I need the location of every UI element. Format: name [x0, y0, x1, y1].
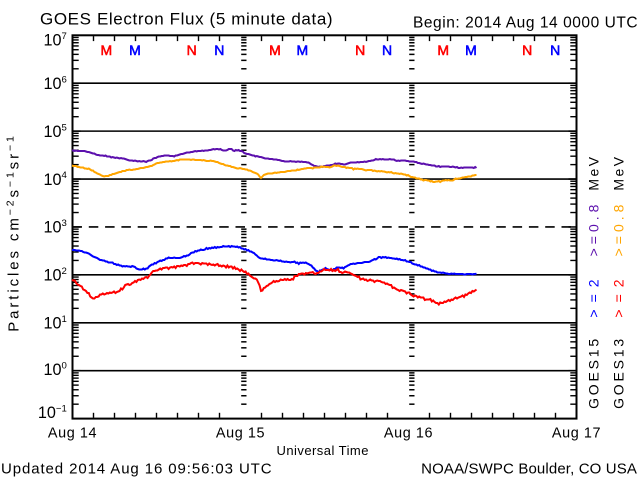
svg-text:MeV: MeV — [611, 154, 627, 190]
svg-text:M: M — [129, 42, 141, 58]
svg-text:M: M — [269, 42, 281, 58]
svg-text:103: 103 — [43, 218, 66, 237]
svg-text:Aug 16: Aug 16 — [384, 426, 433, 442]
svg-text:GOES15: GOES15 — [586, 336, 602, 409]
svg-text:N: N — [522, 42, 532, 58]
svg-text:106: 106 — [43, 74, 66, 93]
svg-text:NOAA/SWPC Boulder, CO USA: NOAA/SWPC Boulder, CO USA — [421, 461, 637, 478]
svg-text:Updated 2014 Aug 16 09:56:03 U: Updated 2014 Aug 16 09:56:03 UTC — [1, 461, 272, 478]
svg-text:GOES13: GOES13 — [611, 336, 627, 409]
svg-text:N: N — [187, 42, 197, 58]
svg-text:M: M — [437, 42, 449, 58]
svg-text:Aug 14: Aug 14 — [48, 426, 97, 442]
svg-text:M: M — [465, 42, 477, 58]
svg-text:107: 107 — [43, 31, 66, 50]
svg-text:M: M — [296, 42, 308, 58]
svg-text:104: 104 — [43, 170, 67, 189]
svg-text:Universal Time: Universal Time — [276, 443, 368, 458]
svg-text:N: N — [214, 42, 224, 58]
svg-text:105: 105 — [43, 122, 66, 141]
svg-text:GOES Electron Flux (5 minute d: GOES Electron Flux (5 minute data) — [40, 10, 333, 29]
svg-text:>=2: >=2 — [611, 272, 627, 317]
svg-text:Begin: 2014 Aug 14 0000 UTC: Begin: 2014 Aug 14 0000 UTC — [413, 15, 638, 32]
svg-text:>=2: >=2 — [586, 272, 602, 317]
svg-text:N: N — [382, 42, 392, 58]
svg-text:102: 102 — [43, 266, 66, 285]
svg-text:N: N — [550, 42, 560, 58]
svg-text:N: N — [355, 42, 365, 58]
svg-text:101: 101 — [43, 314, 66, 333]
svg-text:100: 100 — [43, 360, 66, 379]
svg-text:MeV: MeV — [586, 154, 602, 190]
svg-text:M: M — [100, 42, 112, 58]
svg-text:>=0.8: >=0.8 — [611, 201, 627, 257]
svg-text:Particles cm−2s−1sr−1: Particles cm−2s−1sr−1 — [5, 133, 23, 332]
svg-text:Aug 17: Aug 17 — [552, 426, 601, 442]
svg-text:>=0.8: >=0.8 — [586, 201, 602, 257]
svg-text:Aug 15: Aug 15 — [216, 426, 265, 442]
